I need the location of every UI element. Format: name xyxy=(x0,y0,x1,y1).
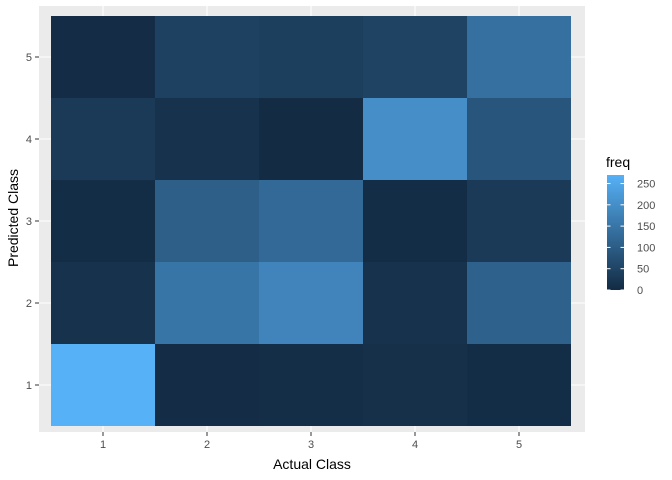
x-tick-label: 3 xyxy=(308,439,314,451)
heatmap-cell xyxy=(467,98,571,180)
heatmap-cell xyxy=(259,98,363,180)
heatmap-cells xyxy=(51,16,571,426)
y-tick-label: 1 xyxy=(26,380,32,392)
legend-tick-label: 0 xyxy=(637,285,643,297)
plot-panel xyxy=(39,6,585,432)
heatmap-cell xyxy=(363,98,467,180)
legend-tick-label: 100 xyxy=(637,242,655,254)
heatmap-cell xyxy=(155,180,259,262)
heatmap-cell xyxy=(155,344,259,426)
legend-tick-label: 200 xyxy=(637,200,655,212)
heatmap-cell xyxy=(259,180,363,262)
heatmap-cell xyxy=(467,180,571,262)
legend: freq 0 50 100 150 200 250 xyxy=(606,154,655,297)
y-tick-label: 2 xyxy=(26,298,32,310)
x-axis: 1 2 3 4 5 xyxy=(100,432,522,451)
x-tick-label: 1 xyxy=(100,439,106,451)
legend-colorbar xyxy=(607,175,624,290)
x-tick-label: 2 xyxy=(204,439,210,451)
y-axis: 1 2 3 4 5 xyxy=(26,52,39,392)
x-tick-label: 4 xyxy=(412,439,418,451)
heatmap-cell xyxy=(259,262,363,344)
heatmap-cell xyxy=(363,180,467,262)
heatmap-cell xyxy=(467,344,571,426)
heatmap-cell xyxy=(363,344,467,426)
heatmap-cell xyxy=(51,16,155,98)
heatmap-cell xyxy=(467,262,571,344)
heatmap-cell xyxy=(155,262,259,344)
legend-title: freq xyxy=(606,154,630,170)
heatmap-cell xyxy=(51,344,155,426)
heatmap-cell xyxy=(363,262,467,344)
x-tick-label: 5 xyxy=(516,439,522,451)
y-axis-title: Predicted Class xyxy=(5,169,21,267)
heatmap-cell xyxy=(363,16,467,98)
legend-tick-label: 250 xyxy=(637,179,655,191)
heatmap-cell xyxy=(51,180,155,262)
y-tick-label: 5 xyxy=(26,52,32,64)
y-tick-label: 4 xyxy=(26,134,32,146)
heatmap-cell xyxy=(259,16,363,98)
heatmap-cell xyxy=(155,16,259,98)
heatmap-cell xyxy=(51,98,155,180)
legend-tick-label: 50 xyxy=(637,264,649,276)
heatmap-cell xyxy=(259,344,363,426)
y-tick-label: 3 xyxy=(26,216,32,228)
heatmap-cell xyxy=(51,262,155,344)
heatmap-cell xyxy=(155,98,259,180)
legend-ticks: 0 50 100 150 200 250 xyxy=(607,179,655,297)
x-axis-title: Actual Class xyxy=(273,456,351,472)
legend-tick-label: 150 xyxy=(637,221,655,233)
heatmap-cell xyxy=(467,16,571,98)
